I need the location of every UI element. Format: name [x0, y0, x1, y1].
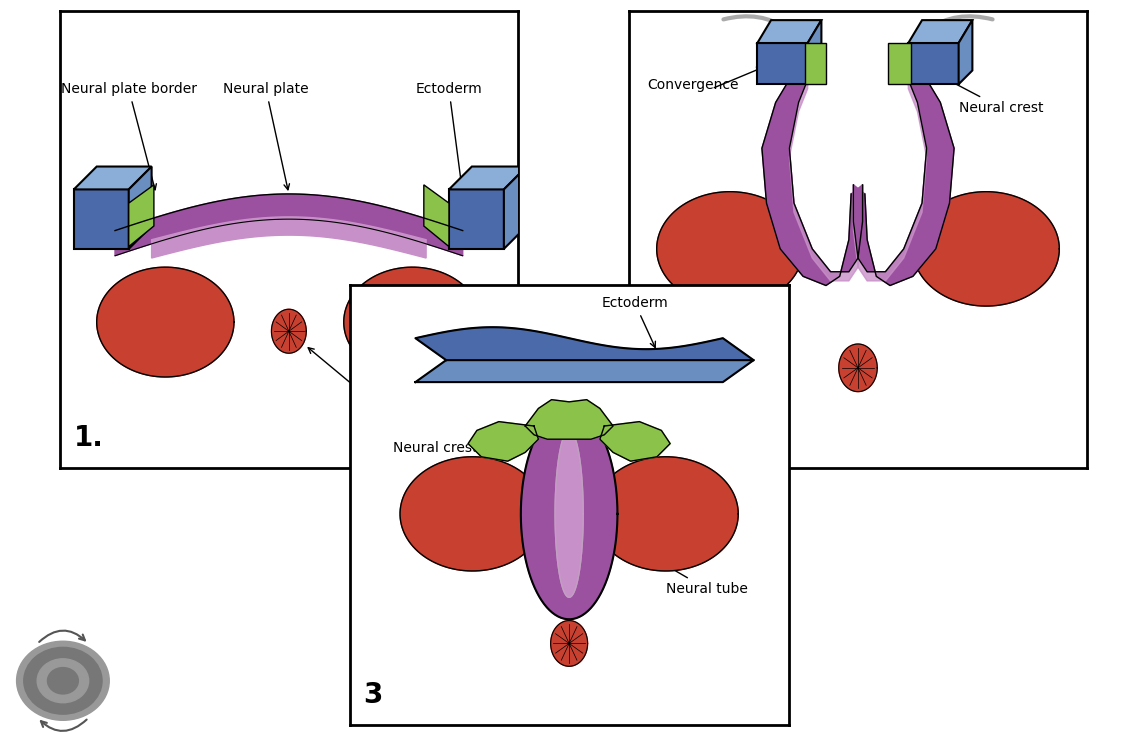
Polygon shape: [762, 80, 863, 285]
Polygon shape: [129, 184, 154, 247]
Circle shape: [37, 659, 89, 703]
Polygon shape: [757, 20, 821, 43]
Polygon shape: [448, 166, 526, 190]
Polygon shape: [594, 457, 738, 571]
Polygon shape: [555, 430, 583, 597]
Polygon shape: [789, 80, 863, 281]
Polygon shape: [400, 457, 545, 571]
Polygon shape: [657, 192, 803, 306]
Polygon shape: [525, 400, 613, 439]
Polygon shape: [599, 422, 670, 461]
Polygon shape: [468, 422, 539, 461]
Text: Convergence: Convergence: [648, 78, 739, 92]
Polygon shape: [521, 408, 618, 619]
Polygon shape: [415, 327, 754, 360]
Text: Neural plate: Neural plate: [223, 82, 309, 190]
Polygon shape: [116, 194, 462, 255]
Polygon shape: [888, 43, 911, 84]
Polygon shape: [97, 267, 235, 377]
Polygon shape: [853, 80, 927, 281]
Polygon shape: [908, 43, 959, 84]
Polygon shape: [908, 20, 972, 43]
Polygon shape: [415, 360, 754, 382]
Polygon shape: [503, 166, 526, 249]
Text: Ectoderm: Ectoderm: [602, 296, 668, 348]
Text: Neural tube: Neural tube: [604, 529, 748, 596]
Polygon shape: [959, 20, 972, 84]
Text: Neural crest: Neural crest: [907, 59, 1043, 115]
Polygon shape: [423, 184, 448, 247]
Circle shape: [48, 668, 78, 694]
Polygon shape: [152, 217, 426, 258]
Text: Neural plate border: Neural plate border: [61, 82, 197, 190]
Polygon shape: [808, 20, 821, 84]
Polygon shape: [74, 190, 129, 249]
Polygon shape: [757, 43, 808, 84]
Text: Ectoderm: Ectoderm: [415, 82, 483, 190]
Text: Neural crest cells: Neural crest cells: [394, 431, 514, 455]
Polygon shape: [448, 190, 503, 249]
Text: Mesoderm: Mesoderm: [374, 312, 476, 389]
Polygon shape: [805, 43, 826, 84]
Polygon shape: [913, 192, 1059, 306]
Polygon shape: [344, 267, 480, 377]
Polygon shape: [271, 310, 307, 353]
Circle shape: [24, 647, 102, 714]
Text: 2.: 2.: [643, 424, 673, 452]
Polygon shape: [74, 166, 152, 190]
Text: 1.: 1.: [74, 424, 104, 452]
Text: 3: 3: [363, 681, 382, 709]
Polygon shape: [550, 621, 588, 666]
Text: Notochord: Notochord: [308, 348, 430, 426]
Polygon shape: [853, 80, 954, 285]
Polygon shape: [839, 344, 877, 392]
Circle shape: [16, 641, 110, 720]
Polygon shape: [129, 166, 152, 249]
